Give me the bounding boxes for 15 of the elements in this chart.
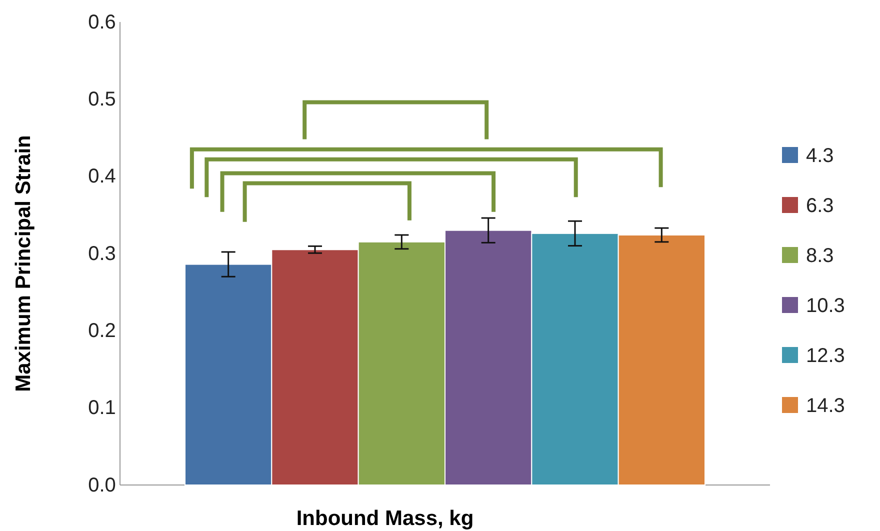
x-axis-title: Inbound Mass, kg	[296, 507, 474, 530]
legend-label: 8.3	[806, 245, 834, 267]
legend-label: 6.3	[806, 195, 834, 217]
y-tick-label: 0.5	[88, 88, 116, 111]
y-tick-label: 0.3	[88, 242, 116, 265]
y-tick-label: 0.6	[88, 11, 116, 34]
y-tick-label: 0.1	[88, 397, 116, 420]
y-tick-label: 0.4	[88, 166, 116, 188]
legend-label: 14.3	[806, 395, 845, 417]
y-tick-label: 0.2	[88, 320, 116, 342]
y-axis-title: Maximum Principal Strain	[12, 135, 35, 392]
legend-label: 4.3	[806, 145, 834, 167]
legend-label: 12.3	[806, 345, 845, 367]
legend-label: 10.3	[806, 295, 845, 317]
y-tick-label: 0.0	[88, 474, 116, 496]
